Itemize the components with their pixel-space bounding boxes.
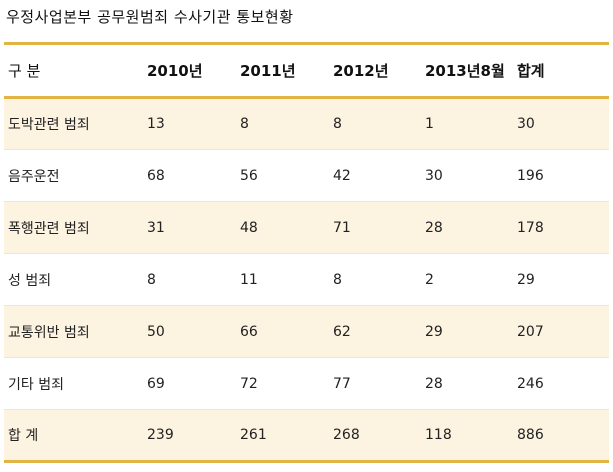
crime-report-table-container: 구 분 2010년 2011년 2012년 2013년8월 합계 도박관련 범죄…: [4, 42, 609, 463]
cell-2013: 118: [425, 427, 452, 443]
cell-2012: 268: [333, 427, 360, 443]
row-label: 음주운전: [8, 168, 60, 185]
page-title: 우정사업본부 공무원범죄 수사기관 통보현황: [6, 8, 294, 26]
cell-2011: 8: [240, 116, 249, 132]
cell-2010: 69: [147, 375, 165, 392]
crime-report-table: 구 분 2010년 2011년 2012년 2013년8월 합계 도박관련 범죄…: [4, 42, 609, 463]
cell-2012: 62: [333, 323, 351, 340]
cell-2012: 42: [333, 167, 351, 184]
table-total-row: 합 계 239 261 268 118 886: [4, 409, 609, 462]
row-label: 기타 범죄: [8, 376, 64, 393]
cell-2010: 239: [147, 427, 174, 443]
table-header-row: 구 분 2010년 2011년 2012년 2013년8월 합계: [4, 43, 609, 98]
table-row: 교통위반 범죄 50 66 62 29 207: [4, 305, 609, 358]
cell-2013: 2: [425, 271, 434, 288]
cell-total: 246: [517, 375, 544, 392]
cell-total: 196: [517, 167, 544, 184]
table-row: 도박관련 범죄 13 8 8 1 30: [4, 97, 609, 150]
cell-total: 207: [517, 323, 544, 340]
cell-2011: 11: [240, 271, 258, 288]
header-2013-august: 2013년8월: [425, 62, 505, 80]
row-label: 합 계: [8, 428, 39, 444]
cell-2011: 66: [240, 323, 258, 340]
header-total: 합계: [517, 62, 545, 80]
table-row: 기타 범죄 69 72 77 28 246: [4, 357, 609, 410]
cell-2011: 72: [240, 375, 258, 392]
cell-2010: 13: [147, 116, 165, 132]
row-label: 교통위반 범죄: [8, 324, 90, 341]
cell-2012: 71: [333, 219, 351, 236]
cell-2011: 56: [240, 167, 258, 184]
cell-2012: 8: [333, 271, 342, 288]
row-label: 폭행관련 범죄: [8, 220, 90, 237]
header-2010: 2010년: [147, 62, 203, 80]
row-label: 성 범죄: [8, 272, 52, 289]
header-2011: 2011년: [240, 62, 296, 80]
cell-2010: 50: [147, 323, 165, 340]
table-row: 음주운전 68 56 42 30 196: [4, 149, 609, 202]
cell-2010: 68: [147, 167, 165, 184]
cell-2013: 30: [425, 167, 443, 184]
cell-2011: 48: [240, 219, 258, 236]
cell-total: 178: [517, 219, 544, 236]
cell-2012: 77: [333, 375, 351, 392]
table-row: 성 범죄 8 11 8 2 29: [4, 253, 609, 306]
header-category: 구 분: [8, 62, 41, 80]
cell-2010: 31: [147, 219, 165, 236]
cell-total: 886: [517, 427, 544, 443]
cell-2013: 29: [425, 323, 443, 340]
cell-2012: 8: [333, 116, 342, 132]
row-label: 도박관련 범죄: [8, 117, 90, 133]
table-row: 폭행관련 범죄 31 48 71 28 178: [4, 201, 609, 254]
cell-2010: 8: [147, 271, 156, 288]
cell-2013: 28: [425, 219, 443, 236]
cell-2013: 1: [425, 116, 434, 132]
cell-2013: 28: [425, 375, 443, 392]
cell-total: 29: [517, 271, 535, 288]
cell-total: 30: [517, 116, 535, 132]
cell-2011: 261: [240, 427, 267, 443]
header-2012: 2012년: [333, 62, 389, 80]
